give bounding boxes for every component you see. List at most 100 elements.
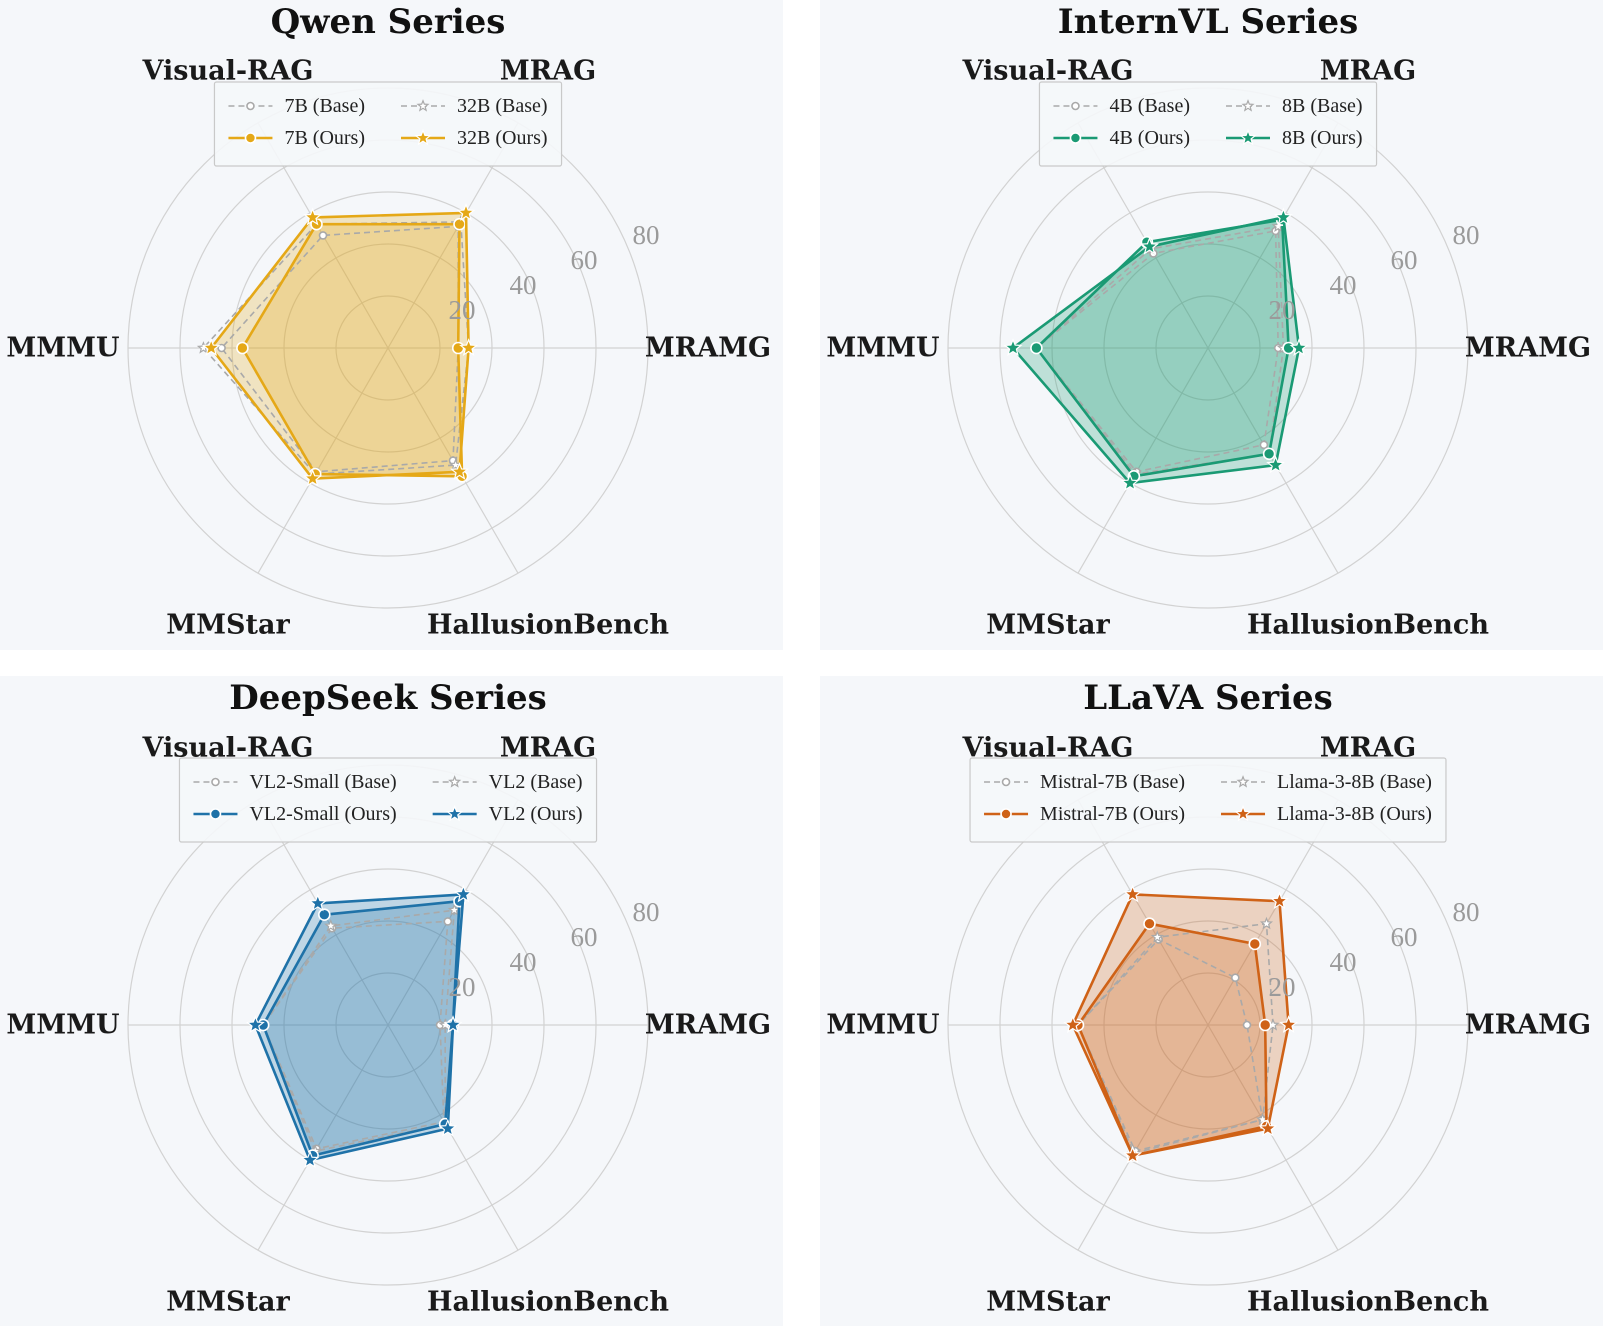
legend-label: VL2 (Base) [489, 771, 583, 793]
legend-label: 7B (Base) [284, 95, 365, 117]
legend-label: 4B (Base) [1109, 95, 1190, 117]
legend-marker [1239, 128, 1257, 146]
data-point [1258, 1018, 1272, 1032]
legend-entry-llama-3-8b-ours: Llama-3-8B (Ours) [1221, 803, 1432, 825]
legend-entry-vl2-ours: VL2 (Ours) [432, 803, 583, 825]
radial-tick-label: 60 [571, 922, 598, 952]
legend-label: VL2 (Ours) [489, 803, 583, 825]
legend-label: 32B (Base) [457, 95, 548, 117]
legend: VL2-Small (Base) VL2 (Base) VL2-Small (Our… [178, 757, 598, 843]
series-llama-3-8b-ours [1063, 884, 1299, 1164]
data-point [1289, 338, 1309, 356]
radial-tick-label: 60 [571, 245, 598, 275]
series-fill-32b-ours [211, 212, 469, 479]
legend-marker [1069, 132, 1082, 144]
legend-marker [1236, 775, 1250, 788]
radial-tick-label: 40 [510, 947, 537, 977]
legend-label: VL2-Small (Base) [249, 771, 396, 793]
data-point [303, 207, 323, 226]
axis-label-visual-rag: Visual-RAG [962, 56, 1134, 87]
legend-label: VL2-Small (Ours) [249, 803, 396, 825]
grid-spoke [1207, 347, 1339, 574]
legend-label: Mistral-7B (Base) [1040, 771, 1185, 793]
grid-spoke [1077, 1024, 1209, 1251]
data-point [451, 341, 465, 355]
axis-label-mramg: MRAMG [1465, 1010, 1591, 1041]
axis-label-hallusionbench: HallusionBench [1247, 1287, 1489, 1318]
legend-frame [1038, 81, 1378, 167]
data-point [450, 461, 469, 480]
legend-frame [178, 757, 598, 843]
series-fill-8b-ours [1013, 217, 1299, 484]
data-point [1273, 207, 1293, 226]
legend-marker [209, 808, 222, 820]
legend: 4B (Base) 8B (Base) 4B (Ours) 8B (Ours) [1038, 81, 1378, 167]
data-point [1259, 916, 1274, 930]
series-8b-ours [1003, 207, 1309, 492]
axis-label-hallusionbench: HallusionBench [427, 1287, 669, 1318]
axis-label-mramg: MRAMG [1465, 333, 1591, 364]
series-32b-ours [201, 203, 479, 487]
legend-marker [246, 101, 255, 111]
axis-label-mmstar: MMStar [986, 610, 1110, 641]
legend-entry-8b-base: 8B (Base) [1226, 95, 1363, 117]
data-point [1242, 1020, 1252, 1030]
axis-label-mrag: MRAG [500, 56, 596, 87]
legend-entry-4b-base: 4B (Base) [1053, 95, 1190, 117]
data-point [318, 231, 328, 240]
data-point [1143, 917, 1156, 930]
legend-marker [416, 99, 430, 112]
data-point [217, 343, 226, 353]
legend-marker [211, 777, 220, 787]
radar-panel-qwen-series: 20 40 60 80 MRAMG MRAG Visual-RAG MMMU MMStar Hal… [0, 0, 783, 650]
data-point [456, 203, 476, 221]
data-point [453, 217, 466, 231]
chart-title: Qwen Series [271, 2, 506, 42]
data-point [1140, 236, 1159, 255]
data-point [201, 338, 221, 356]
radial-tick-label: 80 [1453, 897, 1480, 927]
grid-spoke [257, 1024, 389, 1251]
radial-tick-label: 20 [1269, 295, 1296, 325]
radial-tick-label: 20 [449, 295, 476, 325]
grid-spoke [1077, 347, 1209, 574]
data-point [1279, 1015, 1299, 1033]
data-point [1150, 930, 1164, 943]
data-point [245, 1015, 265, 1033]
data-point [324, 919, 338, 932]
legend-marker [414, 128, 432, 146]
axis-label-mmmu: MMMU [6, 1010, 119, 1041]
legend-label: 7B (Ours) [284, 127, 365, 149]
data-point [236, 341, 249, 355]
data-point [1030, 341, 1043, 355]
axis-label-mmmu: MMMU [6, 333, 119, 364]
legend-label: 4B (Ours) [1109, 127, 1190, 149]
radial-tick-label: 60 [1391, 922, 1418, 952]
grid-spoke [387, 1024, 519, 1251]
data-point [317, 908, 331, 921]
data-point [1248, 937, 1262, 951]
radial-tick-label: 80 [1453, 220, 1480, 250]
data-point [308, 893, 328, 912]
legend-entry-vl2-small-ours: VL2-Small (Ours) [193, 803, 397, 825]
legend-entry-32b-base: 32B (Base) [401, 95, 548, 117]
legend-label: Mistral-7B (Ours) [1040, 803, 1185, 825]
legend-entry-4b-ours: 4B (Ours) [1053, 127, 1190, 149]
chart-title: DeepSeek Series [229, 678, 547, 718]
grid-spoke [257, 347, 389, 574]
data-point [1123, 1145, 1143, 1164]
legend-marker [445, 804, 464, 822]
radial-tick-label: 20 [449, 972, 476, 1002]
legend-entry-vl2-base: VL2 (Base) [432, 771, 583, 793]
legend-frame [969, 757, 1447, 843]
legend-frame [213, 81, 563, 167]
axis-label-mmstar: MMStar [986, 1287, 1110, 1318]
legend-marker [1000, 808, 1012, 820]
data-point [1262, 447, 1276, 461]
legend-entry-llama-3-8b-base: Llama-3-8B (Base) [1221, 771, 1432, 793]
legend-entry-7b-ours: 7B (Ours) [228, 127, 365, 149]
axis-label-mramg: MRAMG [645, 333, 771, 364]
data-point [1120, 473, 1140, 492]
data-point [1003, 338, 1023, 356]
